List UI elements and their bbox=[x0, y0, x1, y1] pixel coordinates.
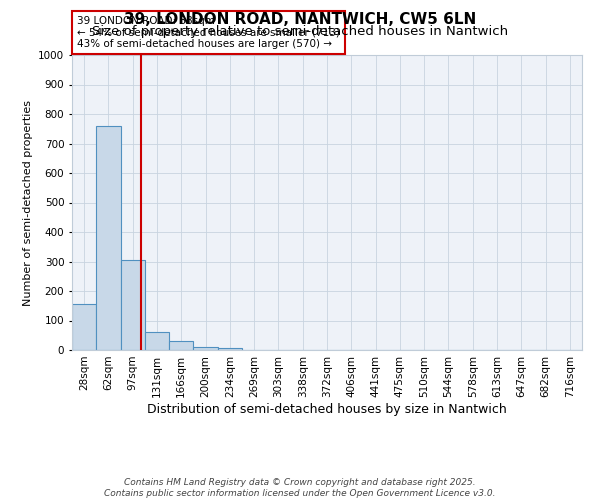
Text: 39 LONDON ROAD: 88sqm
← 54% of semi-detached houses are smaller (713)
43% of sem: 39 LONDON ROAD: 88sqm ← 54% of semi-deta… bbox=[77, 16, 340, 49]
Text: Size of property relative to semi-detached houses in Nantwich: Size of property relative to semi-detach… bbox=[92, 25, 508, 38]
Bar bbox=[193, 347, 218, 350]
Bar bbox=[121, 260, 145, 350]
Bar bbox=[96, 126, 121, 350]
X-axis label: Distribution of semi-detached houses by size in Nantwich: Distribution of semi-detached houses by … bbox=[147, 402, 507, 415]
Bar bbox=[72, 304, 96, 350]
Bar bbox=[169, 341, 193, 350]
Bar bbox=[145, 332, 169, 350]
Text: Contains HM Land Registry data © Crown copyright and database right 2025.
Contai: Contains HM Land Registry data © Crown c… bbox=[104, 478, 496, 498]
Y-axis label: Number of semi-detached properties: Number of semi-detached properties bbox=[23, 100, 32, 306]
Text: 39, LONDON ROAD, NANTWICH, CW5 6LN: 39, LONDON ROAD, NANTWICH, CW5 6LN bbox=[124, 12, 476, 28]
Bar bbox=[218, 348, 242, 350]
